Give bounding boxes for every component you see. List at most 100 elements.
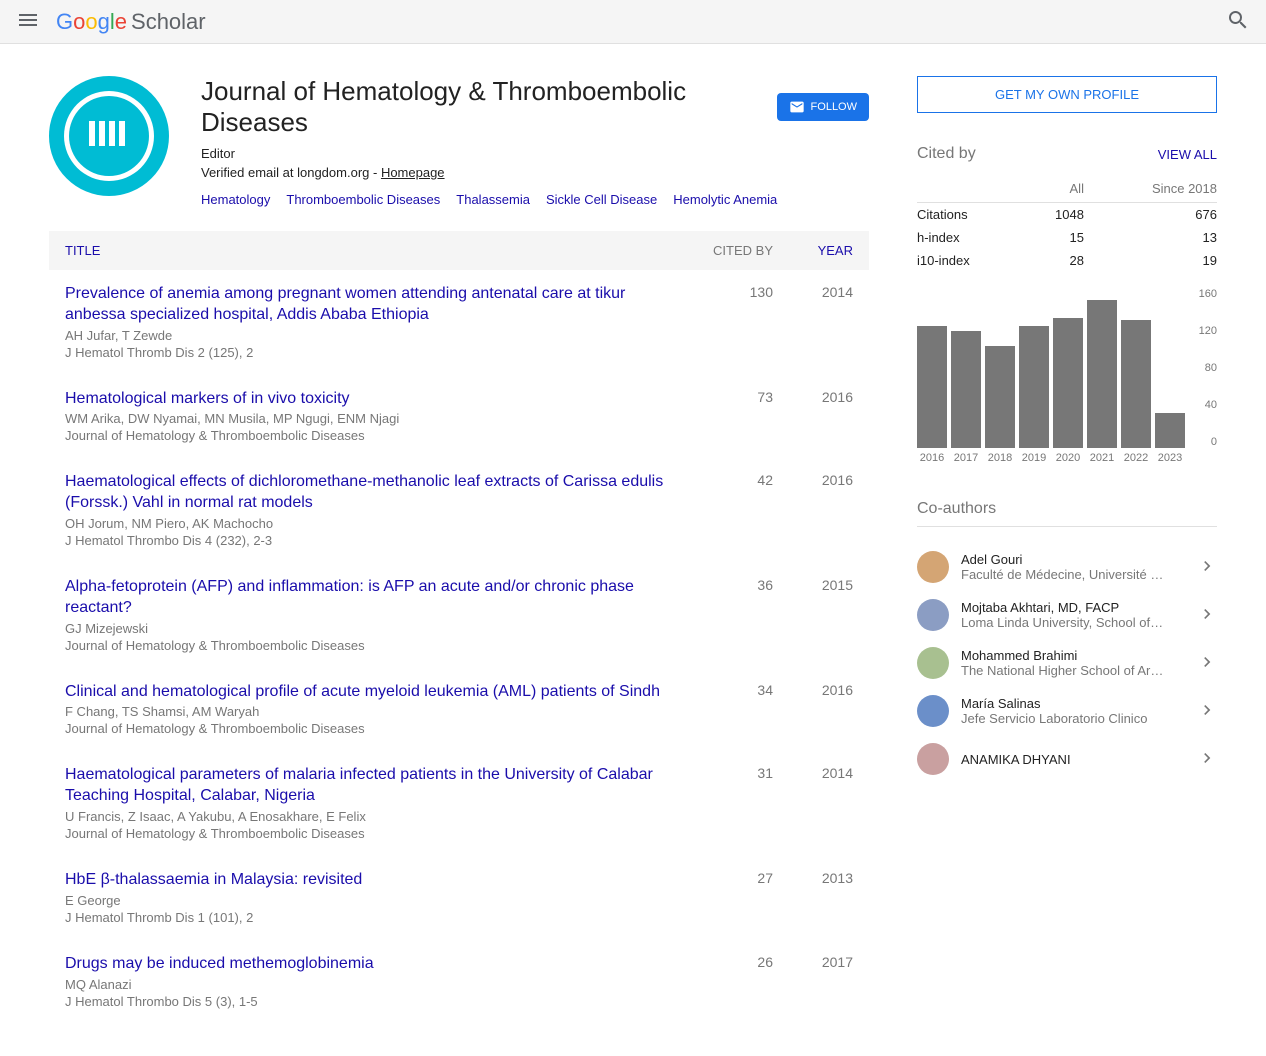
article-authors: E George — [65, 893, 673, 908]
article-title[interactable]: Haematological parameters of malaria inf… — [65, 765, 673, 807]
article-cited[interactable]: 130 — [673, 284, 773, 360]
chart-bar[interactable] — [1121, 320, 1151, 448]
topic-link[interactable]: Sickle Cell Disease — [546, 192, 657, 207]
chart-bar[interactable] — [1019, 326, 1049, 448]
coauthor-info: Mojtaba Akhtari, MD, FACP Loma Linda Uni… — [961, 600, 1185, 630]
article-authors: OH Jorum, NM Piero, AK Machocho — [65, 516, 673, 531]
topic-link[interactable]: Thalassemia — [456, 192, 530, 207]
article-year: 2016 — [773, 682, 853, 737]
logo-letter: e — [115, 9, 127, 34]
coauthor-avatar — [917, 599, 949, 631]
col-cited-header[interactable]: CITED BY — [673, 243, 773, 258]
article-main: Alpha-fetoprotein (AFP) and inflammation… — [65, 577, 673, 653]
coauthor-avatar — [917, 551, 949, 583]
chart-ylabel: 120 — [1189, 325, 1217, 337]
chart-bar[interactable] — [1155, 413, 1185, 448]
coauthor-row[interactable]: ANAMIKA DHYANI — [917, 735, 1217, 783]
article-cited[interactable]: 26 — [673, 954, 773, 1009]
coauthor-row[interactable]: Mohammed Brahimi The National Higher Sch… — [917, 639, 1217, 687]
chart-bar[interactable] — [1087, 300, 1117, 448]
profile-header: Journal of Hematology & Thromboembolic D… — [49, 76, 869, 207]
chart-bars — [917, 288, 1217, 448]
topic-link[interactable]: Hematology — [201, 192, 270, 207]
article-venue: Journal of Hematology & Thromboembolic D… — [65, 638, 673, 653]
chart-bar[interactable] — [951, 331, 981, 448]
article-authors: F Chang, TS Shamsi, AM Waryah — [65, 704, 673, 719]
chart-bar[interactable] — [917, 326, 947, 448]
article-cited[interactable]: 73 — [673, 389, 773, 444]
chart-ylabel: 80 — [1189, 362, 1217, 374]
article-title[interactable]: Clinical and hematological profile of ac… — [65, 682, 673, 703]
article-title[interactable]: HbE β-thalassaemia in Malaysia: revisite… — [65, 870, 673, 891]
metric-all[interactable]: 15 — [1025, 226, 1084, 249]
search-icon[interactable] — [1226, 8, 1250, 35]
topic-link[interactable]: Thromboembolic Diseases — [286, 192, 440, 207]
citations-chart: 16012080400 2016201720182019202020212022… — [917, 288, 1217, 468]
article-authors: AH Jufar, T Zewde — [65, 328, 673, 343]
chart-bar[interactable] — [985, 346, 1015, 448]
metrics-row: h-index1513 — [917, 226, 1217, 249]
article-title[interactable]: Alpha-fetoprotein (AFP) and inflammation… — [65, 577, 673, 619]
logo[interactable]: Google Scholar — [56, 9, 206, 35]
metric-since[interactable]: 13 — [1084, 226, 1217, 249]
metric-all[interactable]: 28 — [1025, 249, 1084, 272]
article-main: Haematological parameters of malaria inf… — [65, 765, 673, 841]
coauthor-name: Adel Gouri — [961, 552, 1185, 567]
article-venue: J Hematol Thromb Dis 1 (101), 2 — [65, 910, 673, 925]
chart-ylabel: 160 — [1189, 288, 1217, 300]
topics: Hematology Thromboembolic Diseases Thalass… — [201, 192, 869, 207]
article-cited[interactable]: 36 — [673, 577, 773, 653]
coauthors-section: Co-authors Adel Gouri Faculté de Médecin… — [917, 500, 1217, 783]
articles-list: Prevalence of anemia among pregnant wome… — [49, 270, 869, 1024]
hamburger-icon[interactable] — [16, 8, 40, 35]
article-cited[interactable]: 42 — [673, 472, 773, 548]
article-title[interactable]: Drugs may be induced methemoglobinemia — [65, 954, 673, 975]
article-venue: Journal of Hematology & Thromboembolic D… — [65, 826, 673, 841]
homepage-link[interactable]: Homepage — [381, 165, 445, 180]
logo-letter: o — [73, 9, 85, 34]
metric-label: h-index — [917, 226, 1025, 249]
article-main: Hematological markers of in vivo toxicit… — [65, 389, 673, 444]
coauthor-row[interactable]: María Salinas Jefe Servicio Laboratorio … — [917, 687, 1217, 735]
coauthor-info: Adel Gouri Faculté de Médecine, Universi… — [961, 552, 1185, 582]
profile-editor: Editor — [201, 146, 869, 161]
metric-since[interactable]: 676 — [1084, 203, 1217, 227]
col-year-header[interactable]: YEAR — [773, 243, 853, 258]
chart-xlabel: 2022 — [1121, 452, 1151, 464]
profile-avatar[interactable] — [49, 76, 169, 196]
article-title[interactable]: Haematological effects of dichloromethan… — [65, 472, 673, 514]
article-row: Prevalence of anemia among pregnant wome… — [49, 270, 869, 375]
coauthor-aff: Faculté de Médecine, Université … — [961, 567, 1185, 582]
coauthor-row[interactable]: Mojtaba Akhtari, MD, FACP Loma Linda Uni… — [917, 591, 1217, 639]
metric-since[interactable]: 19 — [1084, 249, 1217, 272]
coauthor-row[interactable]: Adel Gouri Faculté de Médecine, Universi… — [917, 543, 1217, 591]
coauthor-info: ANAMIKA DHYANI — [961, 752, 1185, 767]
article-year: 2017 — [773, 954, 853, 1009]
chart-bar[interactable] — [1053, 318, 1083, 448]
article-authors: MQ Alanazi — [65, 977, 673, 992]
coauthors-title: Co-authors — [917, 500, 1217, 527]
col-title-header[interactable]: TITLE — [65, 243, 673, 258]
article-cited[interactable]: 27 — [673, 870, 773, 925]
chart-xlabels: 20162017201820192020202120222023 — [917, 452, 1217, 464]
chevron-right-icon — [1197, 700, 1217, 723]
topic-link[interactable]: Hemolytic Anemia — [673, 192, 777, 207]
coauthor-aff: Jefe Servicio Laboratorio Clinico — [961, 711, 1185, 726]
article-year: 2014 — [773, 765, 853, 841]
article-main: Clinical and hematological profile of ac… — [65, 682, 673, 737]
metrics-row: Citations1048676 — [917, 203, 1217, 227]
article-cited[interactable]: 34 — [673, 682, 773, 737]
metric-all[interactable]: 1048 — [1025, 203, 1084, 227]
metric-label: i10-index — [917, 249, 1025, 272]
own-profile-button[interactable]: GET MY OWN PROFILE — [917, 76, 1217, 113]
article-authors: U Francis, Z Isaac, A Yakubu, A Enosakha… — [65, 809, 673, 824]
article-title[interactable]: Hematological markers of in vivo toxicit… — [65, 389, 673, 410]
article-title[interactable]: Prevalence of anemia among pregnant wome… — [65, 284, 673, 326]
view-all-link[interactable]: VIEW ALL — [1158, 147, 1217, 162]
article-year: 2016 — [773, 472, 853, 548]
header-bar: Google Scholar — [0, 0, 1266, 44]
follow-button[interactable]: FOLLOW — [777, 93, 869, 121]
coauthor-name: Mohammed Brahimi — [961, 648, 1185, 663]
article-main: Drugs may be induced methemoglobinemia M… — [65, 954, 673, 1009]
article-cited[interactable]: 31 — [673, 765, 773, 841]
